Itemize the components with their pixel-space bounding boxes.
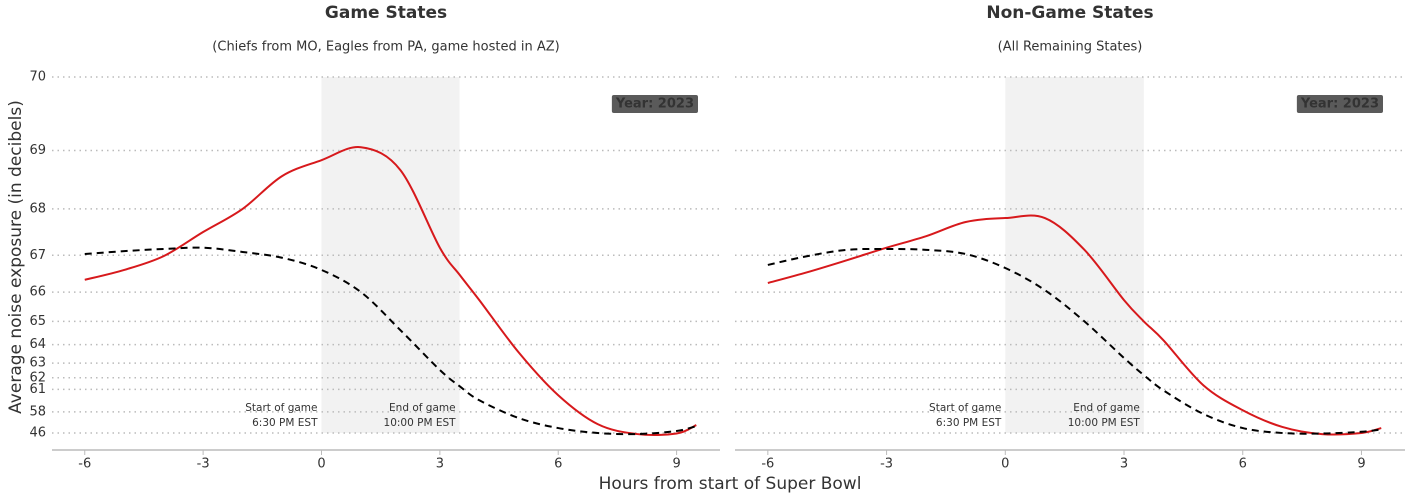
panel-subtitle: (Chiefs from MO, Eagles from PA, game ho… bbox=[212, 40, 559, 55]
panel-title: Non-Game States bbox=[986, 3, 1153, 23]
annotation: 6:30 PM EST bbox=[936, 417, 1002, 429]
game-period bbox=[321, 77, 460, 433]
x-tick-label: 3 bbox=[1120, 457, 1128, 472]
year-badge-text: Year: 2023 bbox=[1300, 97, 1379, 112]
x-tick-label: 9 bbox=[1357, 457, 1365, 472]
x-tick-label: 0 bbox=[317, 457, 325, 472]
x-tick-label: -3 bbox=[197, 457, 210, 472]
annotation: 6:30 PM EST bbox=[252, 417, 318, 429]
annotation: Start of game bbox=[245, 402, 317, 414]
panel-title: Game States bbox=[325, 3, 447, 23]
x-tick-label: 6 bbox=[554, 457, 562, 472]
y-tick-label: 46 bbox=[29, 426, 46, 441]
series-line bbox=[767, 214, 1382, 436]
x-tick-label: -6 bbox=[78, 457, 91, 472]
y-tick-label: 64 bbox=[29, 337, 46, 352]
y-tick-label: 66 bbox=[29, 285, 46, 300]
year-badge bbox=[611, 95, 698, 113]
game-period bbox=[1005, 77, 1144, 433]
x-tick-label: 3 bbox=[436, 457, 444, 472]
y-tick-label: 58 bbox=[29, 404, 46, 419]
y-tick-label: 69 bbox=[29, 143, 46, 158]
y-tick-label: 65 bbox=[29, 314, 46, 329]
y-tick-label: 67 bbox=[29, 248, 46, 263]
x-tick-label: 0 bbox=[1001, 457, 1009, 472]
panel-subtitle: (All Remaining States) bbox=[998, 40, 1143, 55]
annotation: 10:00 PM EST bbox=[384, 417, 457, 429]
y-tick-label: 63 bbox=[29, 356, 46, 371]
y-tick-label: 61 bbox=[29, 382, 46, 397]
x-axis-label: Hours from start of Super Bowl bbox=[599, 474, 862, 494]
series-line bbox=[767, 247, 1382, 435]
y-tick-label: 62 bbox=[29, 370, 46, 385]
y-tick-label: 68 bbox=[29, 201, 46, 216]
x-tick-label: -6 bbox=[761, 457, 774, 472]
series-line bbox=[84, 146, 697, 436]
annotation: End of game bbox=[389, 402, 456, 414]
x-tick-label: 9 bbox=[672, 457, 680, 472]
annotation: Start of game bbox=[929, 402, 1001, 414]
y-tick-label: 70 bbox=[29, 70, 46, 85]
annotation: 10:00 PM EST bbox=[1068, 417, 1141, 429]
y-axis-label: Average noise exposure (in decibels) bbox=[6, 100, 26, 414]
annotation: End of game bbox=[1073, 402, 1140, 414]
year-badge bbox=[1296, 95, 1383, 113]
x-tick-label: -3 bbox=[880, 457, 893, 472]
x-tick-label: 6 bbox=[1239, 457, 1247, 472]
year-badge-text: Year: 2023 bbox=[615, 97, 694, 112]
